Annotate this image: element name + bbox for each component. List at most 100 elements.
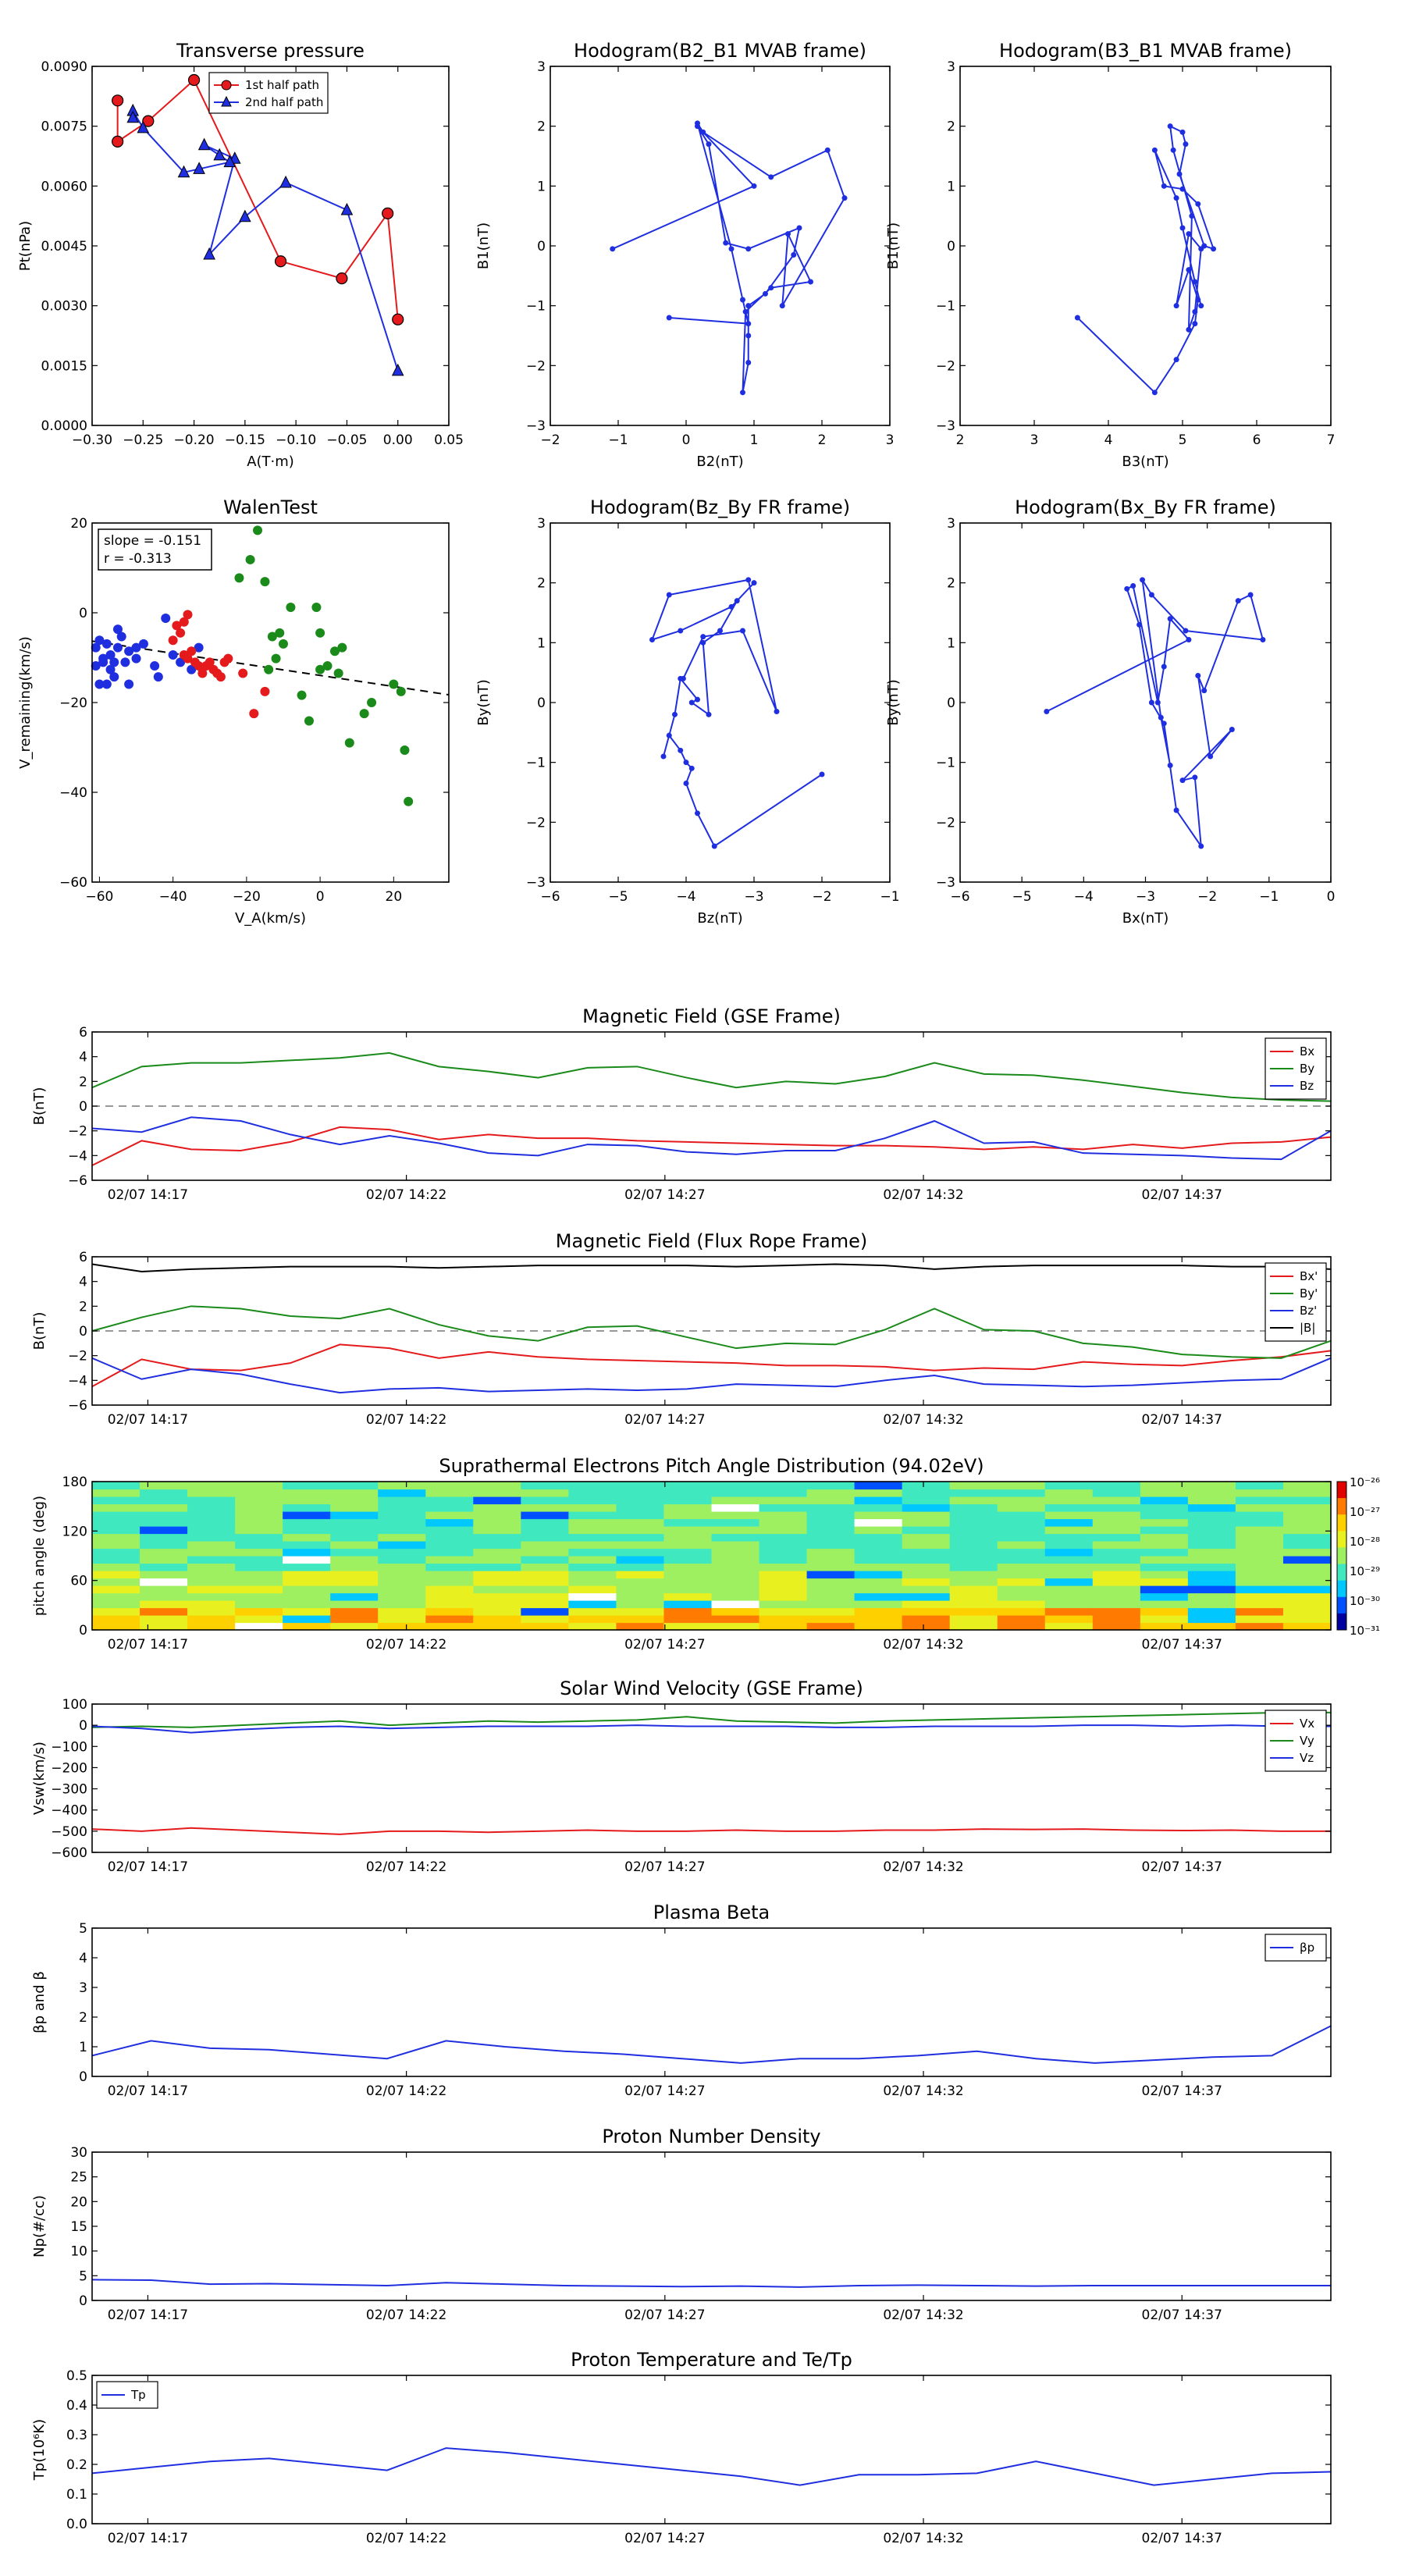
heatmap-cell bbox=[663, 1482, 713, 1490]
heatmap-cell bbox=[806, 1541, 855, 1550]
heatmap-cell bbox=[1044, 1600, 1094, 1609]
heatmap-cell bbox=[806, 1622, 855, 1631]
heatmap-cell bbox=[759, 1592, 808, 1601]
heatmap-cell bbox=[568, 1482, 617, 1490]
data-point bbox=[1161, 183, 1167, 189]
heatmap-cell bbox=[521, 1615, 569, 1624]
y-tick-label: 0 bbox=[947, 696, 955, 711]
heatmap-cell bbox=[235, 1496, 283, 1505]
heatmap-cell bbox=[997, 1592, 1046, 1601]
y-tick-label: −2 bbox=[936, 358, 955, 374]
heatmap-cell bbox=[473, 1511, 521, 1520]
colorbar-segment bbox=[1337, 1547, 1346, 1565]
heatmap-cell bbox=[1187, 1541, 1236, 1550]
heatmap-cell bbox=[425, 1600, 474, 1609]
data-point bbox=[1151, 147, 1158, 153]
heatmap-cell bbox=[187, 1600, 236, 1609]
y-tick-label: 4 bbox=[79, 1275, 87, 1290]
data-point bbox=[94, 635, 105, 646]
heatmap-cell bbox=[1092, 1533, 1141, 1542]
heatmap-cell bbox=[759, 1556, 808, 1564]
legend-label: By' bbox=[1300, 1286, 1318, 1300]
heatmap-cell bbox=[854, 1489, 903, 1497]
chart-title: Hodogram(Bz_By FR frame) bbox=[590, 496, 850, 518]
heatmap-cell bbox=[140, 1600, 188, 1609]
heatmap-cell bbox=[283, 1585, 331, 1594]
heatmap-cell bbox=[235, 1600, 283, 1609]
heatmap-cell bbox=[806, 1556, 855, 1564]
heatmap-cell bbox=[330, 1503, 379, 1512]
x-time-label: 02/07 14:22 bbox=[366, 1637, 446, 1653]
heatmap-cell bbox=[806, 1585, 855, 1594]
data-point bbox=[264, 664, 274, 674]
heatmap-cell bbox=[1235, 1503, 1284, 1512]
data-point bbox=[695, 120, 700, 126]
x-time-label: 02/07 14:32 bbox=[883, 1859, 963, 1875]
heatmap-cell bbox=[140, 1482, 188, 1490]
colorbar-segment bbox=[1337, 1580, 1346, 1598]
heatmap-cell bbox=[378, 1533, 426, 1542]
heatmap-cell bbox=[425, 1511, 474, 1520]
x-time-label: 02/07 14:37 bbox=[1142, 1637, 1222, 1653]
heatmap-cell bbox=[235, 1526, 283, 1535]
heatmap-cell bbox=[1235, 1548, 1284, 1557]
heatmap-cell bbox=[425, 1541, 474, 1550]
heatmap-cell bbox=[187, 1622, 236, 1631]
heatmap-cell bbox=[330, 1511, 379, 1520]
x-time-label: 02/07 14:37 bbox=[1142, 1412, 1222, 1428]
x-tick-label: 7 bbox=[1327, 432, 1336, 448]
chart-title: Proton Temperature and Te/Tp bbox=[571, 2349, 852, 2371]
heatmap-cell bbox=[92, 1600, 140, 1609]
heatmap-cell bbox=[235, 1482, 283, 1490]
heatmap-cell bbox=[759, 1503, 808, 1512]
heatmap-cell bbox=[1187, 1526, 1236, 1535]
data-point bbox=[337, 642, 347, 653]
heatmap-cell bbox=[1187, 1585, 1236, 1594]
heatmap-cell bbox=[1235, 1526, 1284, 1535]
heatmap-cell bbox=[473, 1496, 521, 1505]
heatmap-cell bbox=[140, 1592, 188, 1601]
heatmap-cell bbox=[902, 1556, 951, 1564]
heatmap-cell bbox=[568, 1622, 617, 1631]
heatmap-cell bbox=[378, 1541, 426, 1550]
x-tick-label: −0.20 bbox=[174, 432, 215, 448]
data-point bbox=[1140, 577, 1146, 583]
data-point bbox=[666, 315, 672, 321]
y-tick-label: 60 bbox=[70, 1574, 87, 1589]
heatmap-cell bbox=[1044, 1592, 1094, 1601]
legend-label: Bx bbox=[1300, 1044, 1314, 1059]
data-point bbox=[124, 679, 134, 689]
heatmap-cell bbox=[283, 1518, 331, 1527]
data-point bbox=[1124, 585, 1130, 592]
heatmap-cell bbox=[663, 1496, 713, 1505]
y-tick-label: 0.0090 bbox=[41, 59, 87, 75]
heatmap-cell bbox=[568, 1489, 617, 1497]
heatmap-cell bbox=[616, 1556, 665, 1564]
heatmap-cell bbox=[521, 1622, 569, 1631]
y-tick-label: −3 bbox=[526, 875, 546, 891]
heatmap-cell bbox=[854, 1563, 903, 1571]
heatmap-cell bbox=[235, 1541, 283, 1550]
heatmap-cell bbox=[1187, 1489, 1236, 1497]
heatmap-cell bbox=[759, 1578, 808, 1586]
data-point bbox=[238, 668, 248, 678]
data-point bbox=[234, 573, 244, 583]
data-point bbox=[751, 183, 757, 189]
data-point bbox=[359, 709, 369, 719]
heatmap-cell bbox=[902, 1578, 951, 1586]
y-tick-label: 1 bbox=[537, 179, 546, 194]
x-tick-label: −1 bbox=[880, 889, 899, 905]
heatmap-cell bbox=[854, 1600, 903, 1609]
heatmap-cell bbox=[949, 1585, 998, 1594]
heatmap-cell bbox=[1044, 1585, 1094, 1594]
chart-title: Magnetic Field (Flux Rope Frame) bbox=[556, 1230, 867, 1252]
heatmap-cell bbox=[92, 1592, 140, 1601]
heatmap-cell bbox=[949, 1548, 998, 1557]
x-time-label: 02/07 14:17 bbox=[108, 1412, 188, 1428]
heatmap-cell bbox=[140, 1526, 188, 1535]
heatmap-cell bbox=[806, 1511, 855, 1520]
plot-frame bbox=[91, 522, 450, 883]
heatmap-cell bbox=[1282, 1496, 1332, 1505]
x-time-label: 02/07 14:22 bbox=[366, 1412, 446, 1428]
y-tick-label: 0.0000 bbox=[41, 418, 87, 434]
